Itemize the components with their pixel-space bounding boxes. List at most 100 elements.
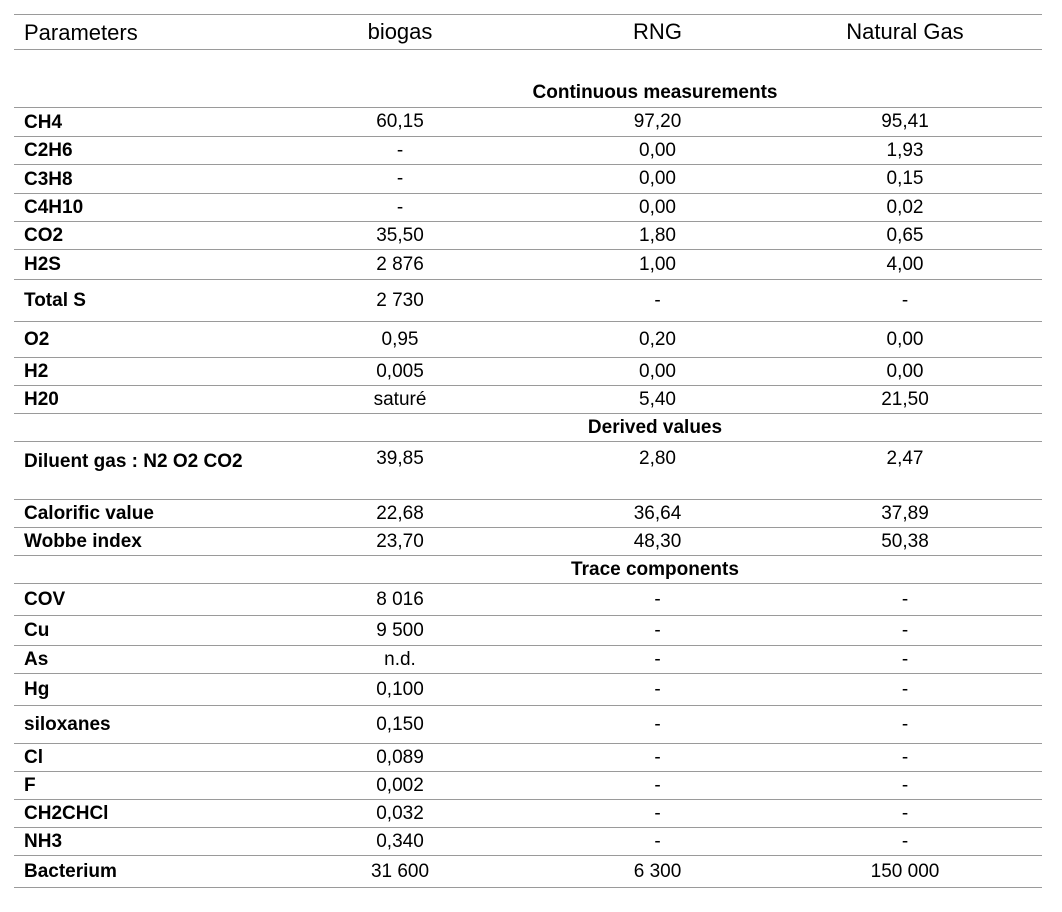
value-cell: saturé xyxy=(373,388,427,410)
parameter: H2 xyxy=(24,361,49,382)
value-cell: - xyxy=(396,196,404,218)
value-cell: 0,00 xyxy=(639,196,676,218)
value-cell: - xyxy=(654,746,661,768)
section-title: Derived values xyxy=(587,416,723,438)
value-cell: 39,85 xyxy=(376,448,424,469)
table-row: CO2 35,50 1,80 0,65 xyxy=(14,222,1042,250)
table-row: O2 0,95 0,20 0,00 xyxy=(14,322,1042,358)
value-cell: 150 000 xyxy=(870,860,940,882)
header-cell: Natural Gas xyxy=(846,19,964,44)
parameter: Cl xyxy=(24,747,43,768)
value-cell: - xyxy=(901,774,909,796)
value-cell: - xyxy=(901,746,909,768)
parameter: H20 xyxy=(24,389,59,410)
table-row: CH4 60,15 97,20 95,41 xyxy=(14,108,1042,137)
section-title: Continuous measurements xyxy=(532,82,778,103)
table-row: Total S 2 730 - - xyxy=(14,280,1042,322)
value-cell: 2 876 xyxy=(376,253,424,275)
value-cell: - xyxy=(901,648,909,670)
value-cell: 0,00 xyxy=(639,139,676,161)
parameter: CH4 xyxy=(24,111,63,133)
value-cell: - xyxy=(654,713,661,735)
value-cell: 0,00 xyxy=(886,360,924,382)
value-cell: 1,00 xyxy=(639,253,676,275)
value-cell: 0,150 xyxy=(376,713,424,735)
value-cell: - xyxy=(654,289,661,311)
value-cell: 4,00 xyxy=(886,253,924,275)
section-row: Derived values xyxy=(14,414,1042,442)
value-cell: 1,93 xyxy=(886,139,924,161)
value-cell: 50,38 xyxy=(881,530,929,552)
header-cell: Parameters xyxy=(24,19,138,45)
table-row: NH3 0,340 - - xyxy=(14,828,1042,856)
table-row: H2 0,005 0,00 0,00 xyxy=(14,358,1042,386)
value-cell: 97,20 xyxy=(633,111,682,132)
table-row: C4H10 - 0,00 0,02 xyxy=(14,194,1042,222)
value-cell: - xyxy=(396,168,404,189)
value-cell: - xyxy=(654,802,661,824)
value-cell: 6 300 xyxy=(633,860,682,882)
value-cell: 0,02 xyxy=(886,196,924,218)
table-row: Cu 9 500 - - xyxy=(14,616,1042,646)
header-row: Parameters biogas RNG Natural Gas xyxy=(14,14,1042,50)
value-cell: 0,15 xyxy=(886,168,924,189)
value-cell: 0,340 xyxy=(376,830,424,852)
value-cell: 0,20 xyxy=(639,328,676,350)
table-row: Calorific value 22,68 36,64 37,89 xyxy=(14,500,1042,528)
table-row: Hg 0,100 - - xyxy=(14,674,1042,706)
value-cell: - xyxy=(901,619,909,641)
table-row: As n.d. - - xyxy=(14,646,1042,674)
parameter: Bacterium xyxy=(24,861,117,882)
value-cell: 35,50 xyxy=(376,224,424,246)
value-cell: 23,70 xyxy=(376,530,424,552)
section-row: Trace components xyxy=(14,556,1042,584)
value-cell: 0,002 xyxy=(376,774,424,796)
value-cell: 37,89 xyxy=(881,502,929,524)
table-row: Diluent gas : N2 O2 CO2 39,85 2,80 2,47 xyxy=(14,442,1042,500)
value-cell: - xyxy=(654,648,661,670)
value-cell: 22,68 xyxy=(376,502,424,524)
table-row: H2S 2 876 1,00 4,00 xyxy=(14,250,1042,280)
table-row: H20 saturé 5,40 21,50 xyxy=(14,386,1042,414)
value-cell: 95,41 xyxy=(881,111,929,132)
value-cell: - xyxy=(654,588,661,610)
value-cell: - xyxy=(654,774,661,796)
parameter: H2S xyxy=(24,254,61,275)
value-cell: n.d. xyxy=(384,648,416,670)
table-row: C3H8 - 0,00 0,15 xyxy=(14,165,1042,194)
parameter: As xyxy=(24,649,49,670)
header-cell: RNG xyxy=(633,19,682,44)
value-cell: 2,80 xyxy=(639,448,676,469)
parameter: Total S xyxy=(24,290,86,311)
table-row: siloxanes 0,150 - - xyxy=(14,706,1042,744)
value-cell: 31 600 xyxy=(370,860,430,882)
parameter: Calorific value xyxy=(24,503,154,524)
value-cell: - xyxy=(901,713,909,735)
parameter: Hg xyxy=(24,679,50,700)
value-cell: - xyxy=(901,678,909,700)
table-row: Wobbe index 23,70 48,30 50,38 xyxy=(14,528,1042,556)
value-cell: 48,30 xyxy=(633,530,682,552)
value-cell: 8 016 xyxy=(376,588,424,610)
table-row: Bacterium 31 600 6 300 150 000 xyxy=(14,856,1042,888)
value-cell: 0,00 xyxy=(639,168,676,189)
value-cell: 60,15 xyxy=(376,111,424,132)
value-cell: 36,64 xyxy=(633,502,682,524)
parameter: O2 xyxy=(24,329,50,350)
parameter: C4H10 xyxy=(24,197,84,218)
parameter: Diluent gas : N2 O2 CO2 xyxy=(24,451,243,472)
value-cell: 0,95 xyxy=(381,328,419,350)
value-cell: - xyxy=(654,678,661,700)
parameter: Cu xyxy=(24,620,50,641)
parameter: siloxanes xyxy=(24,714,111,735)
value-cell: - xyxy=(654,830,661,852)
value-cell: 0,00 xyxy=(639,360,676,382)
value-cell: 0,00 xyxy=(886,328,924,350)
table-row: Cl 0,089 - - xyxy=(14,744,1042,772)
value-cell: 0,005 xyxy=(376,360,424,382)
value-cell: 0,65 xyxy=(886,224,924,246)
value-cell: 21,50 xyxy=(881,388,929,410)
value-cell: - xyxy=(901,289,909,311)
value-cell: - xyxy=(396,139,404,161)
